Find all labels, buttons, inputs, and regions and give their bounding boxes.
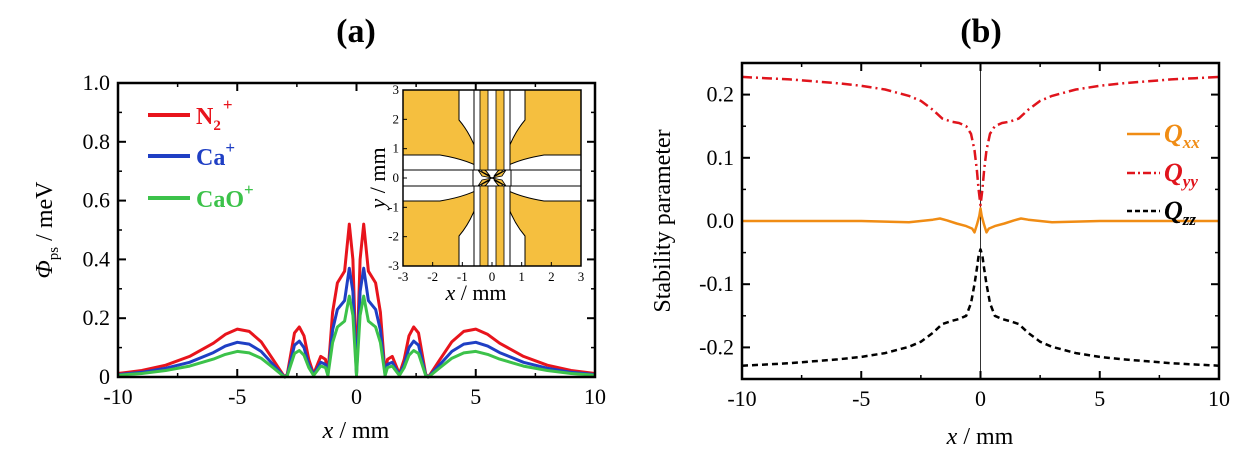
x-tick-label-a: -10 bbox=[103, 384, 132, 409]
inset-y-tick-label: 0 bbox=[393, 170, 400, 185]
panel-b-label: (b) bbox=[960, 13, 1002, 50]
y-tick-label-b: 0.0 bbox=[707, 208, 735, 233]
chart-b-frame bbox=[740, 61, 1221, 381]
chart-b-ylabel: Stability parameter bbox=[650, 129, 676, 312]
x-tick-label-b: 0 bbox=[975, 386, 986, 411]
inset-y-tick-label: 2 bbox=[393, 111, 400, 126]
legend-label-n2: N2+ bbox=[196, 95, 233, 134]
x-tick-label-b: 5 bbox=[1094, 386, 1105, 411]
inset-ticks: -3 -2 -1 0 1 2 3 -3 -2 -1 0 1 2 3 bbox=[388, 82, 584, 284]
legend-item-qxx: Qxx bbox=[1127, 119, 1200, 152]
inset-channel-top bbox=[473, 90, 511, 171]
y-tick-label-a: 1.0 bbox=[83, 70, 111, 95]
inset-x-tick-label: 0 bbox=[489, 269, 496, 284]
chart-b-tick-labels: -10 -5 0 5 10 -0.2 -0.1 0.0 0.1 0.2 bbox=[699, 82, 1230, 411]
x-tick-label-b: -5 bbox=[852, 386, 870, 411]
y-tick-label-b: 0.2 bbox=[707, 82, 735, 107]
inset-xlabel: x / mm bbox=[444, 280, 506, 305]
inset-x-tick-label: -3 bbox=[398, 269, 409, 284]
y-tick-label-a: 0.4 bbox=[83, 246, 111, 271]
inset-strip-tl bbox=[479, 90, 489, 171]
legend-item-n2: N2+ bbox=[148, 95, 233, 134]
y-tick-label-a: 0.6 bbox=[83, 188, 111, 213]
inset-x-tick-label: 2 bbox=[548, 269, 555, 284]
legend-item-qzz: Qzz bbox=[1127, 196, 1196, 229]
series-line-qyy bbox=[741, 75, 1220, 207]
legend-item-cao: CaO+ bbox=[148, 180, 254, 213]
inset-y-tick-label: -1 bbox=[388, 199, 399, 214]
inset-electrodes bbox=[403, 90, 581, 266]
inset-ylabel: y / mm bbox=[365, 147, 390, 210]
inset-electrode-plot: -3 -2 -1 0 1 2 3 -3 -2 -1 0 1 2 3 x / mm y / mm bbox=[365, 82, 584, 305]
chart-b: -10 -5 0 5 10 -0.2 -0.1 0.0 0.1 0.2 Stability par… bbox=[650, 61, 1230, 450]
inset-x-tick-label: 3 bbox=[578, 269, 585, 284]
y-tick-label-a: 0 bbox=[99, 364, 110, 389]
inset-channel-bottom bbox=[473, 185, 511, 266]
legend-item-ca: Ca+ bbox=[148, 138, 235, 171]
legend-label-qxx: Qxx bbox=[1164, 119, 1200, 152]
inset-y-tick-label: -3 bbox=[388, 258, 399, 273]
x-tick-label-a: -5 bbox=[228, 384, 246, 409]
inset-strip-br bbox=[495, 185, 505, 266]
legend-label-qyy: Qyy bbox=[1164, 158, 1198, 191]
chart-b-legend: Qxx Qyy Qzz bbox=[1127, 119, 1200, 229]
legend-label-ca: Ca+ bbox=[196, 138, 235, 171]
chart-a-xlabel: x / mm bbox=[322, 418, 390, 444]
series-line-cao bbox=[117, 294, 596, 379]
inset-strip-tr bbox=[495, 90, 505, 171]
chart-a-legend: N2+ Ca+ CaO+ bbox=[148, 95, 254, 213]
y-tick-label-b: -0.1 bbox=[699, 271, 734, 296]
chart-b-xlabel: x / mm bbox=[946, 424, 1014, 450]
y-tick-label-a: 0.8 bbox=[83, 129, 111, 154]
y-tick-label-b: 0.1 bbox=[707, 145, 735, 170]
chart-a-series bbox=[117, 222, 596, 379]
series-line-qzz bbox=[741, 248, 1220, 367]
panel-a-label: (a) bbox=[336, 13, 376, 50]
x-tick-label-b: 10 bbox=[1208, 386, 1230, 411]
inset-channel-left bbox=[403, 169, 474, 187]
legend-label-qzz: Qzz bbox=[1164, 196, 1196, 229]
series-line-qxx bbox=[742, 207, 1219, 234]
x-tick-label-b: -10 bbox=[727, 386, 756, 411]
chart-a-ylabel: Φps / meV bbox=[32, 181, 62, 279]
x-tick-label-a: 0 bbox=[351, 384, 362, 409]
chart-a-frame bbox=[116, 81, 597, 379]
inset-x-tick-label: 1 bbox=[518, 269, 525, 284]
y-tick-label-b: -0.2 bbox=[699, 334, 734, 359]
inset-x-tick-label: -2 bbox=[427, 269, 438, 284]
y-tick-label-a: 0.2 bbox=[83, 305, 111, 330]
inset-y-tick-label: -2 bbox=[388, 229, 399, 244]
x-tick-label-a: 5 bbox=[470, 384, 481, 409]
inset-center-tips bbox=[477, 169, 507, 187]
inset-channel-right bbox=[510, 169, 581, 187]
inset-y-tick-label: 3 bbox=[393, 82, 400, 97]
inset-strip-bl bbox=[479, 185, 489, 266]
chart-b-series bbox=[741, 75, 1220, 367]
inset-y-tick-label: 1 bbox=[393, 141, 400, 156]
legend-item-qyy: Qyy bbox=[1127, 158, 1198, 191]
legend-label-cao: CaO+ bbox=[196, 180, 254, 213]
inset-x-tick-label: -1 bbox=[457, 269, 468, 284]
x-tick-label-a: 10 bbox=[584, 384, 606, 409]
